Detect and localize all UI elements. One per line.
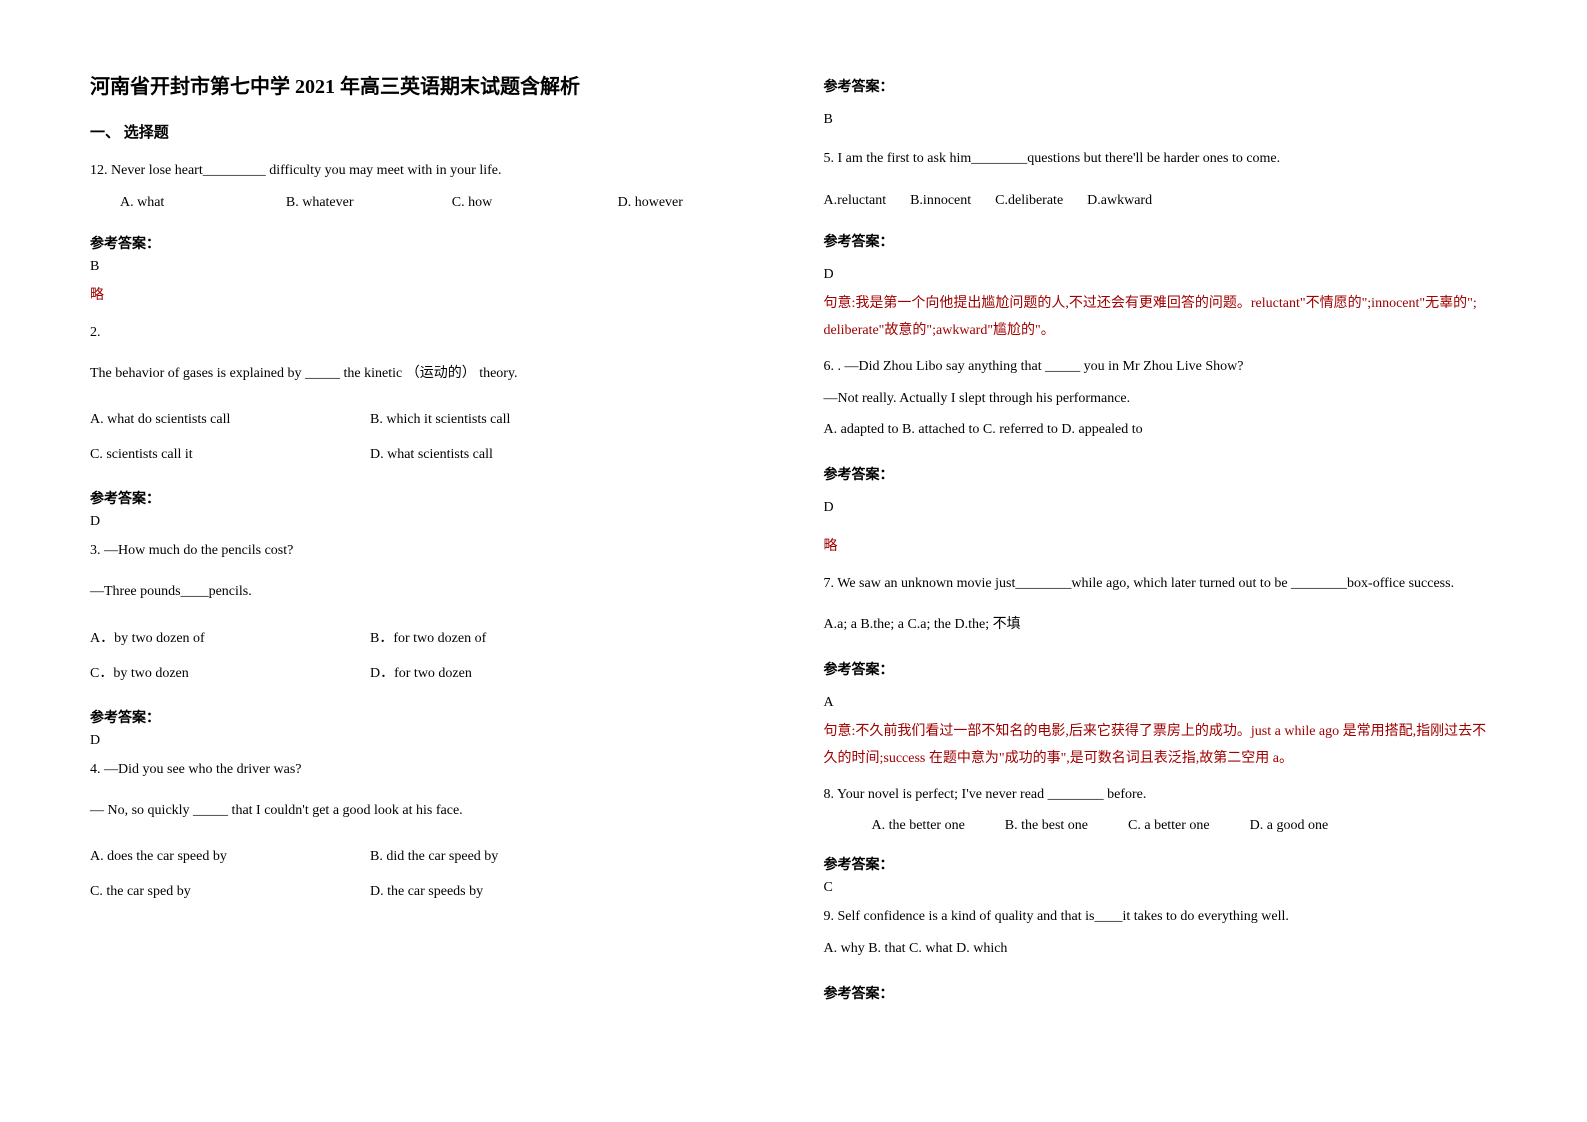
q9-options: A. why B. that C. what D. which	[824, 936, 1498, 961]
q4-opt-c: C. the car sped by	[90, 874, 330, 909]
question-12: 12. Never lose heart_________ difficulty…	[90, 158, 764, 217]
right-column: 参考答案： B 5. I am the first to ask him____…	[824, 70, 1498, 1052]
q4-text1: 4. —Did you see who the driver was?	[90, 757, 764, 782]
q3-opt-c: C．by two dozen	[90, 656, 330, 691]
q8-text: 8. Your novel is perfect; I've never rea…	[824, 782, 1498, 807]
q3-answer: D	[90, 733, 764, 749]
q5-opt-a: A.reluctant	[824, 187, 887, 215]
q2-opt-d: D. what scientists call	[370, 437, 493, 472]
left-column: 河南省开封市第七中学 2021 年高三英语期末试题含解析 一、 选择题 12. …	[90, 70, 764, 1052]
q5-options: A.reluctant B.innocent C.deliberate D.aw…	[824, 187, 1498, 215]
q7-explanation: 句意:不久前我们看过一部不知名的电影,后来它获得了票房上的成功。just a w…	[824, 719, 1498, 772]
q8-opt-b: B. the best one	[1005, 813, 1088, 838]
q7-text: 7. We saw an unknown movie just________w…	[824, 571, 1498, 596]
q3-opt-d: D．for two dozen	[370, 656, 472, 691]
q4-options-row1: A. does the car speed by B. did the car …	[90, 839, 764, 874]
q6-text1: 6. . —Did Zhou Libo say anything that __…	[824, 354, 1498, 379]
q12-opt-a: A. what	[120, 189, 266, 217]
q12-options: A. what B. whatever C. how D. however	[90, 189, 764, 217]
q5-explanation: 句意:我是第一个向他提出尴尬问题的人,不过还会有更难回答的问题。reluctan…	[824, 291, 1498, 344]
q3-opt-b: B．for two dozen of	[370, 621, 486, 656]
q2-opt-c: C. scientists call it	[90, 437, 330, 472]
q2-text: The behavior of gases is explained by __…	[90, 361, 764, 386]
q4-opt-a: A. does the car speed by	[90, 839, 330, 874]
q4-answer-label: 参考答案：	[824, 76, 1498, 96]
question-4: 4. —Did you see who the driver was? — No…	[90, 757, 764, 909]
question-2: 2. The behavior of gases is explained by…	[90, 320, 764, 472]
q8-opt-c: C. a better one	[1128, 813, 1210, 838]
q3-answer-label: 参考答案：	[90, 707, 764, 727]
q12-answer-label: 参考答案：	[90, 233, 764, 253]
q12-opt-c: C. how	[452, 189, 598, 217]
q8-opt-a: A. the better one	[872, 813, 965, 838]
question-3: 3. —How much do the pencils cost? —Three…	[90, 538, 764, 690]
q12-opt-d: D. however	[618, 189, 764, 217]
q3-text1: 3. —How much do the pencils cost?	[90, 538, 764, 563]
q6-answer-label: 参考答案：	[824, 464, 1498, 484]
q5-answer: D	[824, 267, 1498, 283]
q2-opt-a: A. what do scientists call	[90, 402, 330, 437]
q2-answer: D	[90, 514, 764, 530]
q9-text: 9. Self confidence is a kind of quality …	[824, 904, 1498, 929]
q5-opt-d: D.awkward	[1087, 187, 1152, 215]
q5-opt-b: B.innocent	[910, 187, 971, 215]
q5-opt-c: C.deliberate	[995, 187, 1063, 215]
q3-options-row1: A．by two dozen of B．for two dozen of	[90, 621, 764, 656]
q8-options: A. the better one B. the best one C. a b…	[824, 813, 1498, 838]
q4-text2: — No, so quickly _____ that I couldn't g…	[90, 798, 764, 823]
q4-answer: B	[824, 112, 1498, 128]
q3-opt-a: A．by two dozen of	[90, 621, 330, 656]
q4-opt-d: D. the car speeds by	[370, 874, 483, 909]
q12-answer: B	[90, 259, 764, 275]
q4-options-row2: C. the car sped by D. the car speeds by	[90, 874, 764, 909]
q8-opt-d: D. a good one	[1250, 813, 1329, 838]
question-8: 8. Your novel is perfect; I've never rea…	[824, 782, 1498, 838]
q9-answer-label: 参考答案：	[824, 983, 1498, 1003]
q6-answer: D	[824, 500, 1498, 516]
q2-options-row1: A. what do scientists call B. which it s…	[90, 402, 764, 437]
q4-opt-b: B. did the car speed by	[370, 839, 498, 874]
q12-text: 12. Never lose heart_________ difficulty…	[90, 158, 764, 183]
q3-options-row2: C．by two dozen D．for two dozen	[90, 656, 764, 691]
q2-opt-b: B. which it scientists call	[370, 402, 510, 437]
q5-answer-label: 参考答案：	[824, 231, 1498, 251]
q8-answer-label: 参考答案：	[824, 854, 1498, 874]
q6-omit: 略	[824, 534, 1498, 561]
q2-answer-label: 参考答案：	[90, 488, 764, 508]
document-title: 河南省开封市第七中学 2021 年高三英语期末试题含解析	[90, 70, 764, 99]
q6-text2: —Not really. Actually I slept through hi…	[824, 386, 1498, 411]
q5-text: 5. I am the first to ask him________ques…	[824, 146, 1498, 171]
q7-options: A.a; a B.the; a C.a; the D.the; 不填	[824, 612, 1498, 637]
q7-answer: A	[824, 695, 1498, 711]
question-5: 5. I am the first to ask him________ques…	[824, 146, 1498, 215]
q8-answer: C	[824, 880, 1498, 896]
q6-options: A. adapted to B. attached to C. referred…	[824, 417, 1498, 442]
question-7: 7. We saw an unknown movie just________w…	[824, 571, 1498, 643]
q12-omit: 略	[90, 283, 764, 310]
question-9: 9. Self confidence is a kind of quality …	[824, 904, 1498, 966]
question-6: 6. . —Did Zhou Libo say anything that __…	[824, 354, 1498, 448]
q2-options-row2: C. scientists call it D. what scientists…	[90, 437, 764, 472]
q3-text2: —Three pounds____pencils.	[90, 579, 764, 604]
q7-answer-label: 参考答案：	[824, 659, 1498, 679]
q2-number: 2.	[90, 320, 764, 345]
q12-opt-b: B. whatever	[286, 189, 432, 217]
section-header: 一、 选择题	[90, 121, 764, 142]
